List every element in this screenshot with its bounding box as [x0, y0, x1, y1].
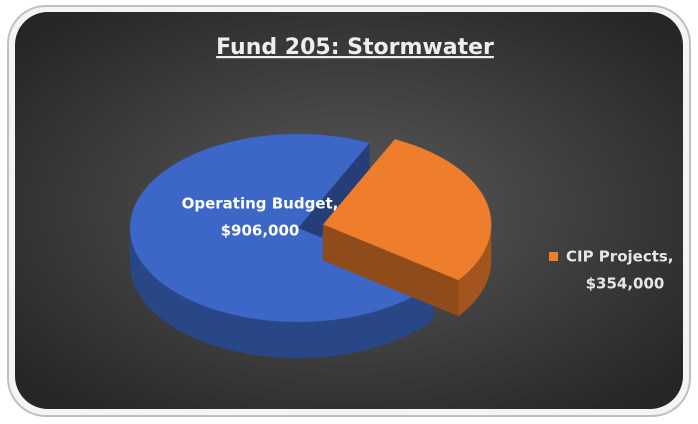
slice-wall — [323, 224, 459, 317]
slice-label: CIP Projects, — [566, 248, 674, 266]
slice-side — [130, 228, 434, 358]
slice-label: Operating Budget, — [182, 195, 339, 213]
slice — [129, 133, 434, 323]
slice — [322, 139, 492, 281]
legend-swatch — [549, 252, 558, 261]
slice-side — [458, 224, 492, 317]
pie — [129, 133, 492, 358]
value-label: $354,000 — [586, 275, 665, 293]
slice-wall — [298, 142, 370, 264]
value-label: $906,000 — [221, 222, 300, 240]
chart-title: Fund 205: Stormwater — [216, 35, 494, 60]
